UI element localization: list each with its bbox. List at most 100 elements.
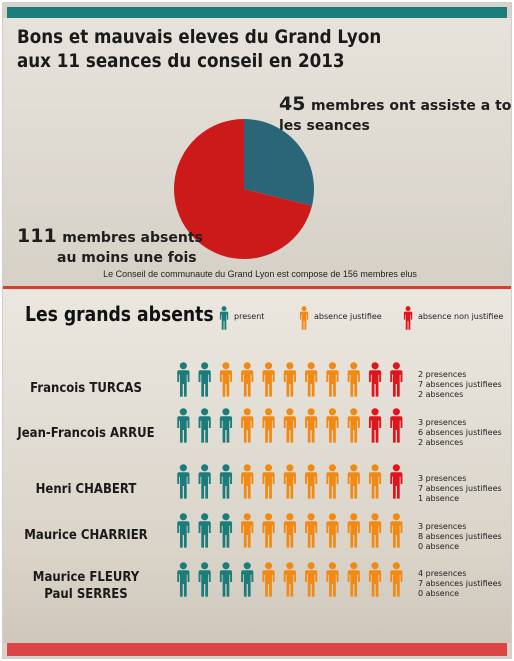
person-icon <box>177 464 190 499</box>
person-icon <box>403 306 413 330</box>
person-icon <box>326 562 339 597</box>
person-icon <box>262 362 275 397</box>
person-name: Francois TURCAS <box>30 381 142 396</box>
person-icon <box>241 562 254 597</box>
person-icon <box>305 562 318 597</box>
person-name-line-2: Paul SERRES <box>44 587 128 602</box>
person-icon <box>283 464 296 499</box>
person-icon <box>390 513 403 548</box>
person-icon <box>390 464 403 499</box>
person-icon <box>262 464 275 499</box>
stat-excused: 7 absences justifiees <box>418 579 502 588</box>
person-icon <box>326 408 339 443</box>
lower-panel <box>3 289 511 643</box>
person-name: Maurice CHARRIER <box>24 528 148 543</box>
legend-present-label: present <box>234 312 265 321</box>
pie-slices <box>174 119 315 259</box>
person-icon <box>299 306 309 330</box>
top-accent-bar <box>7 7 507 18</box>
person-icon <box>368 562 382 597</box>
person-icon <box>305 464 318 499</box>
stat-unexcused: 2 absences <box>418 390 464 399</box>
person-icon <box>198 513 211 548</box>
infographic-title: Bons et mauvais eleves du Grand Lyon aux… <box>17 25 381 73</box>
title-line-1: Bons et mauvais eleves du Grand Lyon <box>17 26 382 48</box>
person-icon <box>390 362 403 397</box>
stat-presences: 2 presences <box>418 370 467 379</box>
stat-presences: 3 presences <box>418 474 467 483</box>
absent-text-2: au moins une fois <box>57 250 197 266</box>
person-icon <box>299 306 309 330</box>
stat-excused: 7 absences justifiees <box>418 380 502 389</box>
person-icon <box>219 362 233 397</box>
legend-unexcused: absence non justifiee <box>403 306 503 330</box>
present-text-2: les seances <box>279 118 370 134</box>
person-icon <box>262 408 275 443</box>
stat-excused: 6 absences justifiees <box>418 428 502 437</box>
person-icon <box>326 362 339 397</box>
attendance-pie-chart <box>174 119 315 259</box>
person-icon <box>283 562 296 597</box>
present-text-1: membres ont assiste a toutes <box>311 98 512 114</box>
person-icon <box>177 513 190 548</box>
person-name: Henri CHABERT <box>35 482 137 497</box>
person-icon <box>241 362 254 397</box>
person-icon <box>390 408 403 443</box>
stat-presences: 3 presences <box>418 418 467 427</box>
person-icon <box>305 408 318 443</box>
person-icon <box>262 562 275 597</box>
legend-excused-label: absence justifiee <box>314 312 382 321</box>
bottom-accent-bar <box>7 643 507 656</box>
person-stats: 3 presences 6 absences justifiees 2 abse… <box>418 418 502 448</box>
person-icon <box>262 513 275 548</box>
person-icon <box>347 513 360 548</box>
person-icon <box>305 513 318 548</box>
callout-absent: 111 membres absents au moins une fois <box>17 225 203 267</box>
stat-presences: 4 presences <box>418 569 467 578</box>
person-stats: 4 presences 7 absences justifiees 0 abse… <box>418 569 502 599</box>
person-icon <box>177 362 190 397</box>
person-icon <box>347 362 360 397</box>
stat-unexcused: 0 absence <box>418 589 460 598</box>
person-stats: 3 presences 8 absences justifiees 0 abse… <box>418 522 502 552</box>
person-icon <box>219 408 233 443</box>
person-icon <box>219 513 233 548</box>
person-icon <box>219 306 229 330</box>
person-stats: 2 presences 7 absences justifiees 2 abse… <box>418 370 502 400</box>
stat-excused: 7 absences justifiees <box>418 484 502 493</box>
person-icon <box>347 562 360 597</box>
stat-presences: 3 presences <box>418 522 467 531</box>
person-icon <box>368 513 382 548</box>
person-icon <box>390 562 403 597</box>
person-icon <box>326 513 339 548</box>
absent-text-1: membres absents <box>62 230 203 246</box>
person-icon <box>326 464 339 499</box>
present-count: 45 <box>279 93 306 115</box>
legend-present: present <box>219 306 264 330</box>
person-icon <box>241 513 254 548</box>
stat-unexcused: 0 absence <box>418 542 460 551</box>
section-divider <box>3 286 511 289</box>
stat-unexcused: 2 absences <box>418 438 464 447</box>
person-icon <box>198 362 211 397</box>
person-icon <box>219 306 229 330</box>
person-icon <box>283 513 296 548</box>
person-icon <box>403 306 413 330</box>
person-icon <box>241 464 254 499</box>
person-name: Maurice FLEURY Paul SERRES <box>11 569 160 603</box>
person-icon <box>177 408 190 443</box>
absent-count: 111 <box>17 225 57 247</box>
person-icon <box>198 464 211 499</box>
callout-present: 45 membres ont assiste a toutes les sean… <box>279 93 512 135</box>
person-icon <box>198 408 211 443</box>
person-icon <box>283 362 296 397</box>
person-stats: 3 presences 7 absences justifiees 1 abse… <box>418 474 502 504</box>
person-name: Jean-Francois ARRUE <box>17 426 155 441</box>
attendance-figures <box>177 362 403 597</box>
stat-unexcused: 1 absence <box>418 494 460 503</box>
person-icon <box>347 408 360 443</box>
section-title: Les grands absents <box>25 302 214 326</box>
person-icon <box>368 408 382 443</box>
person-icon <box>347 464 360 499</box>
